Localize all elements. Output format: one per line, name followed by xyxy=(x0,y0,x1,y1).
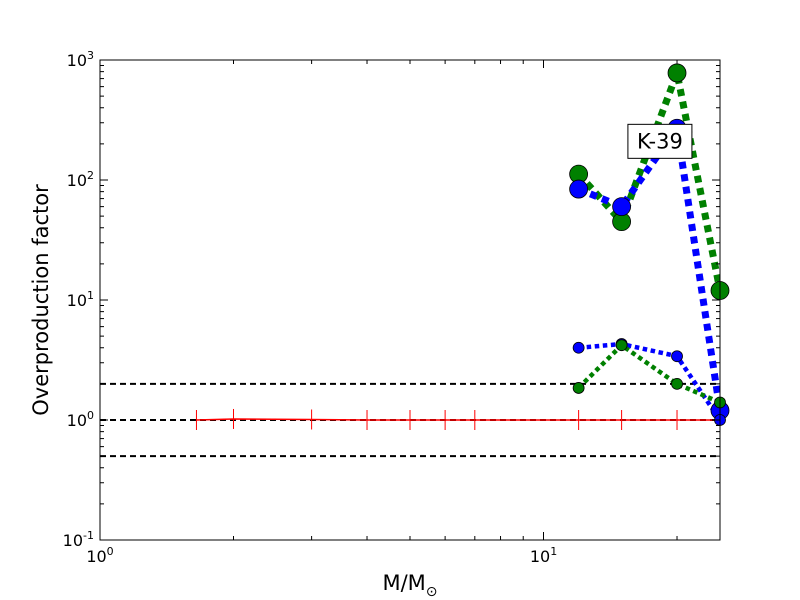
series-4-point-2 xyxy=(671,377,683,390)
series-1-point-2 xyxy=(667,63,687,83)
series-3-point-2 xyxy=(671,350,683,363)
x-tick-label-1: 101 xyxy=(530,545,557,566)
y-tick-label-1: 100 xyxy=(67,409,94,430)
plot-area xyxy=(100,60,720,540)
series-line-3 xyxy=(578,341,720,422)
annotation-box-0 xyxy=(627,123,693,159)
x-tick-label-0: 100 xyxy=(86,545,113,566)
annotations: K-39 xyxy=(627,123,693,159)
x-axis-title: M/M⊙ xyxy=(382,571,437,600)
series-2-point-0 xyxy=(569,179,589,199)
annotation-label-0: K-39 xyxy=(637,129,683,153)
y-tick-label-2: 101 xyxy=(67,289,94,310)
y-axis-title: Overproduction factor xyxy=(29,184,53,416)
series-line-2 xyxy=(577,124,720,412)
series-2-point-1 xyxy=(612,197,632,217)
y-tick-label-0: 10-1 xyxy=(63,529,94,550)
sun-symbol: ⊙ xyxy=(426,584,438,600)
series-4-point-0 xyxy=(572,382,585,394)
y-tick-label-3: 102 xyxy=(67,169,94,190)
series-3-point-0 xyxy=(572,341,585,354)
series-4-point-1 xyxy=(615,339,628,352)
y-tick-label-4: 103 xyxy=(67,49,94,70)
